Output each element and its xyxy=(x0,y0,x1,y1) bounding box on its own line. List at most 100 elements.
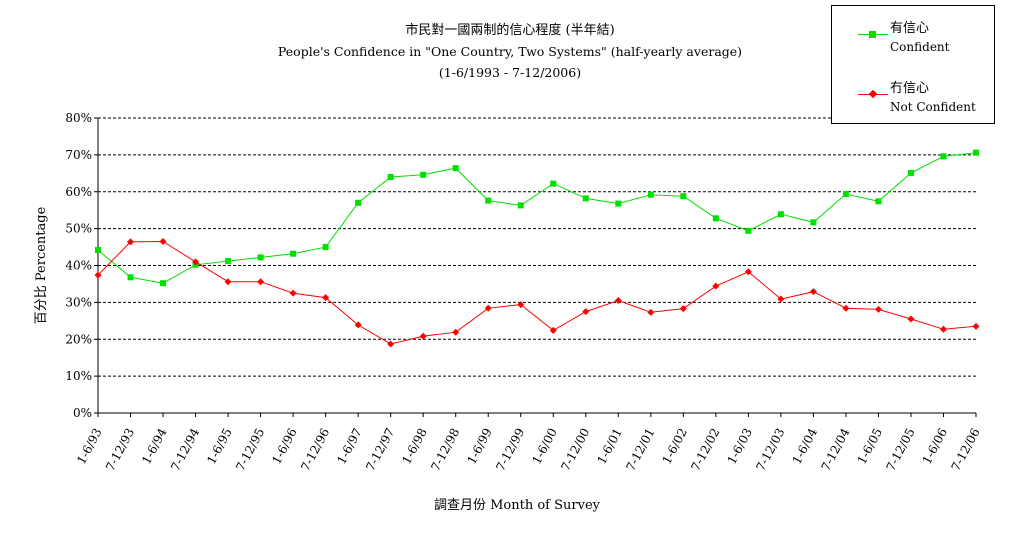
data-point-not-confident xyxy=(452,328,460,336)
data-point-not-confident xyxy=(549,326,557,334)
y-tick-label: 10% xyxy=(65,369,92,383)
data-point-confident xyxy=(95,247,101,254)
legend-label-confident-zh: 有信心 xyxy=(890,21,930,36)
data-point-confident xyxy=(842,190,849,197)
data-point-confident xyxy=(290,250,297,257)
data-point-not-confident xyxy=(289,289,297,297)
data-point-not-confident xyxy=(127,238,135,246)
x-tick-label: 1-6/01 xyxy=(594,426,625,467)
x-tick-label: 1-6/06 xyxy=(920,426,951,467)
data-point-confident xyxy=(745,227,752,234)
legend-label-not-confident-zh: 冇信心 xyxy=(890,81,930,96)
data-point-not-confident xyxy=(614,297,622,305)
x-tick-label: 7-12/00 xyxy=(558,426,592,473)
x-tick-label: 1-6/04 xyxy=(790,426,821,467)
data-point-confident xyxy=(647,191,654,198)
data-point-not-confident xyxy=(94,271,102,279)
y-tick-label: 30% xyxy=(65,295,92,309)
data-point-not-confident xyxy=(777,295,785,303)
data-point-confident xyxy=(550,180,557,187)
x-tick-label: 1-6/05 xyxy=(855,426,886,467)
data-point-confident xyxy=(712,215,719,222)
data-point-confident xyxy=(777,211,784,218)
data-point-confident xyxy=(973,149,979,156)
data-point-confident xyxy=(257,254,264,261)
data-point-not-confident xyxy=(874,305,882,313)
data-point-not-confident xyxy=(907,315,915,323)
legend-square-marker-icon xyxy=(869,31,876,38)
data-point-not-confident xyxy=(939,325,947,333)
data-point-not-confident xyxy=(192,258,200,266)
x-tick-label: 7-12/03 xyxy=(753,426,787,473)
data-point-not-confident xyxy=(257,278,265,286)
x-tick-label: 1-6/93 xyxy=(74,426,105,467)
chart-subtitle: People's Confidence in "One Country, Two… xyxy=(277,44,743,59)
data-point-confident xyxy=(582,195,589,202)
data-point-not-confident xyxy=(322,294,330,302)
data-point-not-confident xyxy=(647,308,655,316)
data-point-not-confident xyxy=(159,238,167,246)
data-point-confident xyxy=(225,258,232,265)
x-tick-label: 7-12/97 xyxy=(363,426,397,473)
data-point-not-confident xyxy=(224,278,232,286)
data-point-not-confident xyxy=(712,282,720,290)
x-tick-label: 7-12/01 xyxy=(623,426,657,473)
x-tick-label: 7-12/06 xyxy=(949,426,983,473)
data-point-not-confident xyxy=(809,288,817,296)
chart-title: 市民對一國兩制的信心程度 (半年結) xyxy=(405,23,615,38)
x-tick-label: 1-6/03 xyxy=(725,426,756,467)
data-point-not-confident xyxy=(419,332,427,340)
y-axis-title: 百分比 Percentage xyxy=(34,206,49,324)
data-point-not-confident xyxy=(972,322,980,330)
legend-diamond-marker-icon xyxy=(868,89,878,99)
legend-item-confident: 有信心 Confident xyxy=(832,16,992,56)
x-tick-label: 1-6/02 xyxy=(659,426,690,467)
chart-date-range: (1-6/1993 - 7-12/2006) xyxy=(438,65,582,80)
x-tick-label: 1-6/99 xyxy=(464,426,495,467)
data-point-confident xyxy=(875,198,882,205)
x-axis-title: 調查月份 Month of Survey xyxy=(434,498,601,513)
data-point-confident xyxy=(322,244,329,251)
y-tick-label: 20% xyxy=(65,332,92,346)
y-tick-label: 80% xyxy=(65,111,92,125)
y-tick-label: 60% xyxy=(65,185,92,199)
data-point-confident xyxy=(452,165,459,172)
data-point-not-confident xyxy=(744,268,752,276)
data-point-not-confident xyxy=(517,301,525,309)
y-tick-label: 0% xyxy=(73,406,92,420)
x-tick-label: 7-12/95 xyxy=(233,426,267,473)
x-tick-label: 7-12/02 xyxy=(688,426,722,473)
data-point-confident xyxy=(387,174,394,180)
data-point-not-confident xyxy=(842,304,850,312)
y-tick-label: 70% xyxy=(65,148,92,162)
data-point-confident xyxy=(907,169,914,176)
data-point-not-confident xyxy=(484,304,492,312)
data-point-not-confident xyxy=(354,321,362,329)
x-tick-label: 1-6/98 xyxy=(399,426,430,467)
data-point-not-confident xyxy=(387,340,395,348)
y-tick-label: 50% xyxy=(65,222,92,236)
data-point-confident xyxy=(517,202,524,209)
data-point-confident xyxy=(127,274,134,281)
x-tick-label: 7-12/05 xyxy=(884,426,918,473)
data-point-confident xyxy=(355,199,362,206)
series-line-confident xyxy=(97,152,977,284)
series-line-not-confident xyxy=(97,240,977,345)
data-point-confident xyxy=(485,197,492,204)
data-point-confident xyxy=(810,219,817,226)
data-point-not-confident xyxy=(582,308,590,316)
x-tick-label: 7-12/96 xyxy=(298,426,332,473)
legend: 有信心 Confident 冇信心 Not Confident xyxy=(831,5,995,124)
x-tick-label: 7-12/94 xyxy=(168,426,202,474)
x-tick-label: 1-6/97 xyxy=(334,426,365,467)
x-tick-label: 7-12/93 xyxy=(103,426,137,473)
legend-item-not-confident: 冇信心 Not Confident xyxy=(832,76,992,116)
data-point-confident xyxy=(940,153,947,160)
data-point-confident xyxy=(160,280,167,287)
x-tick-label: 7-12/99 xyxy=(493,426,527,473)
x-tick-label: 1-6/95 xyxy=(204,426,235,467)
legend-label-not-confident-en: Not Confident xyxy=(890,100,976,114)
x-tick-label: 1-6/00 xyxy=(529,426,560,467)
y-tick-label: 40% xyxy=(65,259,92,273)
